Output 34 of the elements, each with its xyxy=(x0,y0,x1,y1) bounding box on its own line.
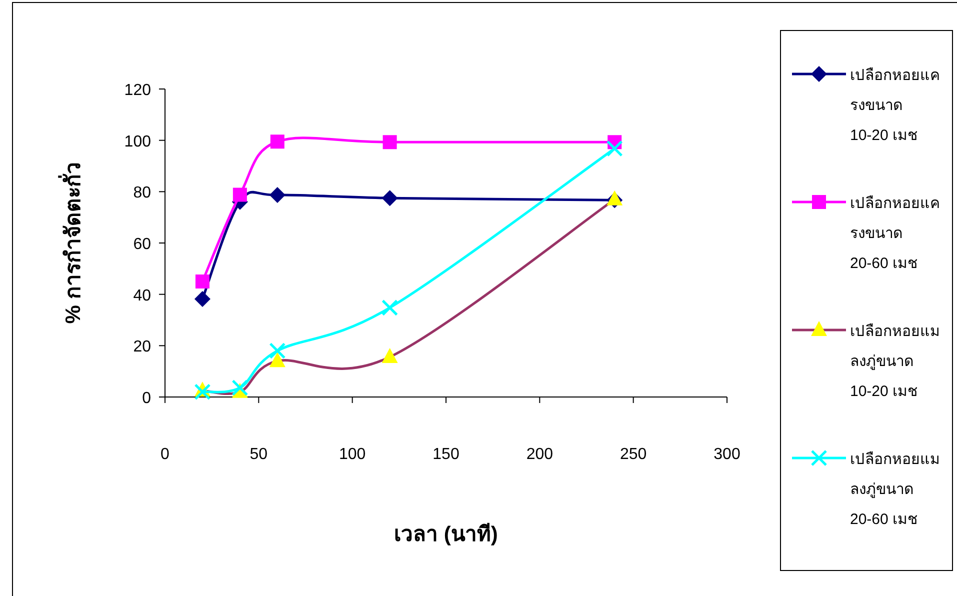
y-tick-label: 0 xyxy=(142,390,152,407)
legend-label: เปลือกหอยแมลงภู่ขนาด 10-20 เมช xyxy=(850,323,940,400)
y-tick-label: 120 xyxy=(124,82,152,99)
point xyxy=(269,342,286,360)
x-tick-label: 0 xyxy=(160,446,170,463)
y-tick-label: 40 xyxy=(133,287,152,304)
point xyxy=(194,384,211,400)
x-tick-label: 100 xyxy=(338,446,366,463)
point xyxy=(382,135,397,150)
point xyxy=(269,187,286,204)
x-tick-label: 150 xyxy=(432,446,460,463)
point xyxy=(195,274,210,288)
legend-label: เปลือกหอยแครงขนาด 20-60 เมช xyxy=(850,195,940,272)
y-tick-label: 100 xyxy=(124,133,152,150)
point xyxy=(270,134,284,149)
point xyxy=(606,140,623,157)
legend-label: เปลือกหอยแครงขนาด 10-20 เมช xyxy=(850,67,940,144)
x-axis-title: เวลา (นาที) xyxy=(394,522,498,546)
y-tick-label: 80 xyxy=(133,184,152,202)
x-tick-label: 50 xyxy=(250,446,268,463)
x-tick-label: 200 xyxy=(526,446,554,463)
x-tick-label: 300 xyxy=(714,446,740,463)
point xyxy=(232,380,248,396)
x-tick-label: 250 xyxy=(620,446,647,463)
legend-label: เปลือกหอยแมลงภู่ขนาด 20-60 เมช xyxy=(850,451,940,528)
point xyxy=(194,290,210,307)
point xyxy=(232,188,247,202)
point xyxy=(382,299,398,316)
point xyxy=(382,348,398,363)
y-tick-label: 20 xyxy=(133,338,152,356)
y-tick-label: 60 xyxy=(133,236,152,253)
point xyxy=(269,352,286,368)
y-axis-title: % การกำจัดตะกั่ว xyxy=(57,162,85,324)
point xyxy=(382,190,398,206)
